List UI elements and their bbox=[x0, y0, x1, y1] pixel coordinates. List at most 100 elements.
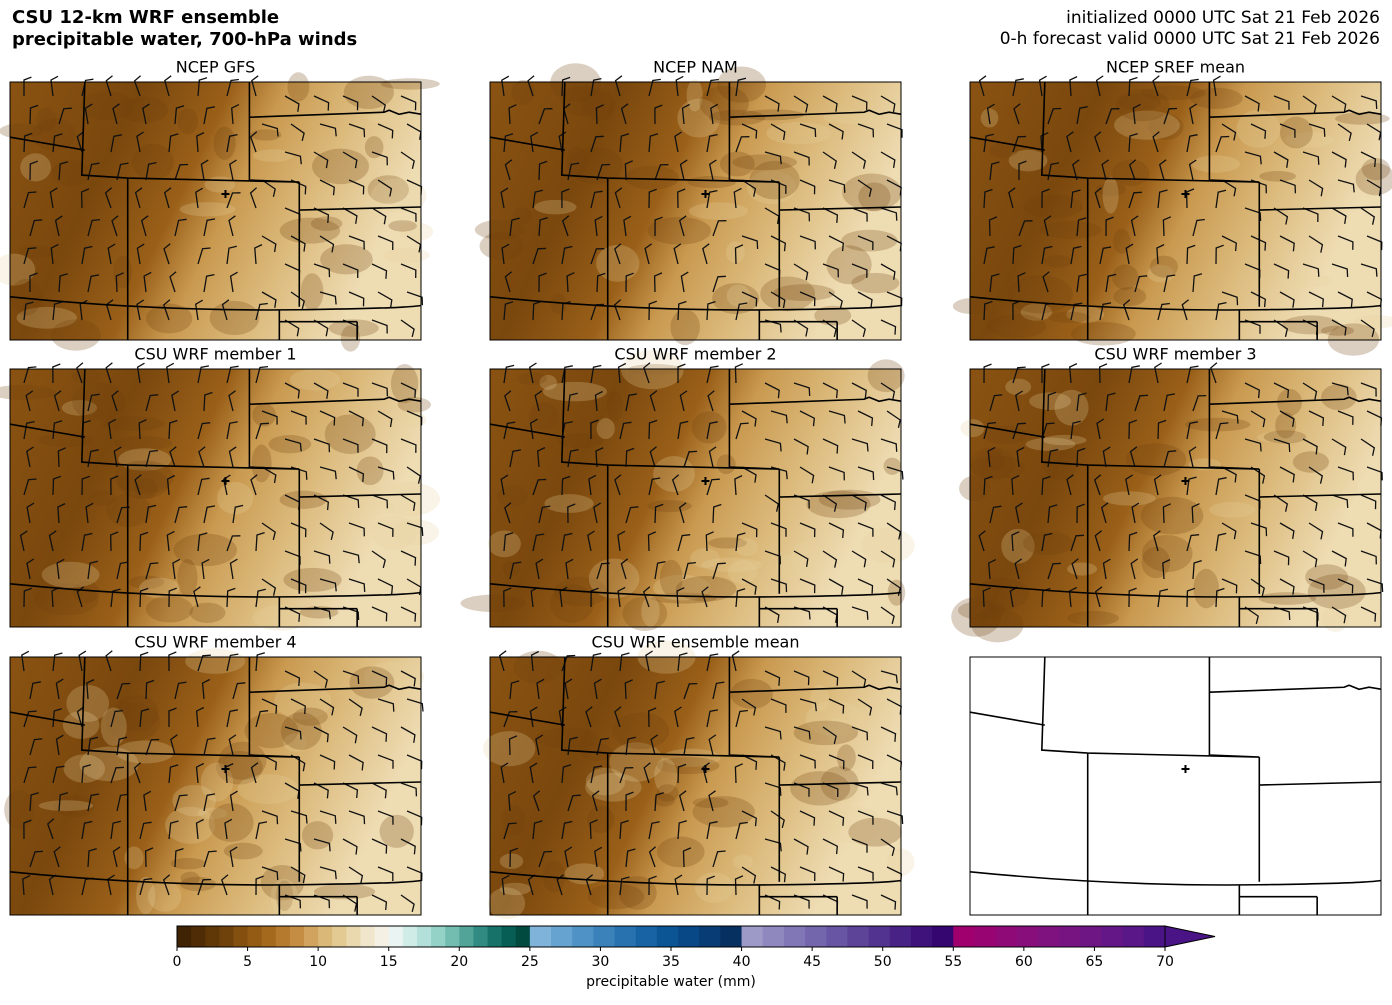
wind-barb bbox=[793, 726, 811, 740]
wind-barb bbox=[556, 874, 564, 896]
wind-barb bbox=[683, 561, 696, 580]
wind-barb bbox=[54, 215, 63, 237]
wind-barb bbox=[313, 438, 331, 453]
wind-barb bbox=[712, 503, 722, 524]
wind-barb bbox=[254, 244, 263, 265]
pw-blob bbox=[1001, 528, 1035, 564]
wind-barb bbox=[29, 850, 44, 868]
pw-blob bbox=[1259, 170, 1297, 182]
pw-blob bbox=[653, 793, 676, 807]
wind-barb bbox=[377, 123, 394, 139]
wind-barb bbox=[594, 390, 603, 412]
pw-blob bbox=[1361, 158, 1391, 181]
wind-barb bbox=[585, 706, 593, 728]
wind-barb bbox=[1302, 151, 1320, 165]
wind-barb bbox=[654, 560, 666, 580]
extend-triangle bbox=[1164, 925, 1216, 948]
wind-barb bbox=[886, 466, 904, 480]
wind-barb bbox=[116, 682, 131, 700]
wind-barb bbox=[680, 271, 689, 293]
pw-blob bbox=[858, 182, 891, 212]
wind-barb bbox=[1308, 522, 1324, 540]
wind-barb bbox=[1076, 392, 1087, 412]
wind-barb bbox=[23, 587, 33, 608]
pw-blob bbox=[686, 79, 703, 112]
wind-barb bbox=[707, 390, 715, 412]
wind-barb bbox=[1014, 558, 1023, 580]
pw-blob bbox=[388, 220, 417, 232]
pw-blob bbox=[883, 457, 901, 475]
wind-barb bbox=[857, 754, 874, 770]
wind-barb bbox=[1158, 159, 1167, 181]
color-cell bbox=[593, 926, 616, 947]
wind-barb bbox=[1337, 410, 1354, 425]
wind-barb bbox=[822, 382, 838, 399]
wind-barb bbox=[735, 77, 747, 97]
pw-blob bbox=[260, 864, 305, 901]
wind-barb bbox=[85, 502, 94, 524]
pw-blob bbox=[1042, 444, 1079, 481]
pw-blob bbox=[982, 425, 1027, 445]
wind-barb bbox=[1131, 502, 1140, 524]
wind-barb bbox=[1331, 550, 1347, 567]
map-panel bbox=[460, 350, 915, 631]
pw-blob bbox=[100, 707, 127, 747]
wind-barb bbox=[538, 850, 553, 868]
wind-barb bbox=[1360, 319, 1375, 338]
wind-barb bbox=[880, 319, 897, 335]
wind-barb bbox=[221, 299, 230, 321]
wind-barb bbox=[164, 75, 172, 97]
wind-barb bbox=[1070, 534, 1085, 552]
wind-barb bbox=[1094, 187, 1102, 209]
wind-barb bbox=[625, 447, 635, 468]
wind-barb bbox=[197, 365, 210, 384]
wind-barb bbox=[567, 794, 581, 812]
wind-barb bbox=[1013, 103, 1021, 125]
pw-blob bbox=[656, 784, 679, 802]
wind-barb bbox=[654, 104, 663, 125]
wind-barb bbox=[1360, 606, 1377, 622]
wind-barb bbox=[822, 95, 838, 112]
wind-barb bbox=[654, 503, 664, 524]
wind-barb bbox=[377, 578, 394, 595]
wind-barb bbox=[503, 364, 515, 384]
pw-blob bbox=[301, 821, 334, 850]
wind-barb bbox=[509, 449, 522, 468]
wind-barb bbox=[1215, 532, 1227, 552]
wind-barb bbox=[1163, 107, 1178, 125]
wind-barb bbox=[590, 652, 602, 672]
wind-barb bbox=[224, 818, 233, 840]
wind-barb bbox=[23, 247, 37, 265]
wind-barb bbox=[400, 670, 416, 687]
wind-barb bbox=[1012, 366, 1026, 384]
wind-barb bbox=[23, 366, 37, 384]
color-cell bbox=[614, 926, 637, 947]
wind-barb bbox=[313, 838, 331, 852]
wind-barb bbox=[371, 838, 388, 854]
pw-blob bbox=[121, 96, 169, 124]
wind-barb bbox=[319, 866, 337, 880]
wind-barb bbox=[250, 762, 259, 784]
pw-blob bbox=[66, 684, 110, 722]
wind-barb bbox=[249, 187, 258, 209]
wind-barb bbox=[400, 550, 417, 566]
pw-blob bbox=[1025, 437, 1076, 451]
pw-blob bbox=[987, 314, 1047, 339]
wind-barb bbox=[371, 263, 388, 279]
wind-barb bbox=[250, 474, 258, 496]
wind-barb bbox=[880, 438, 898, 452]
wind-barb bbox=[1041, 363, 1050, 383]
wind-barb bbox=[1105, 108, 1120, 125]
wind-barb bbox=[828, 410, 846, 424]
wind-barb bbox=[706, 421, 718, 440]
wind-barb bbox=[500, 762, 509, 784]
wind-barb bbox=[111, 215, 119, 237]
wind-barb bbox=[1191, 503, 1200, 524]
pw-blob bbox=[836, 744, 856, 772]
tick-label: 25 bbox=[521, 954, 539, 970]
title-line: precipitable water, 700-hPa winds bbox=[12, 29, 357, 50]
wind-barb bbox=[261, 578, 277, 596]
wind-barb bbox=[377, 410, 393, 428]
wind-barb bbox=[741, 291, 758, 307]
wind-barb bbox=[705, 531, 714, 552]
